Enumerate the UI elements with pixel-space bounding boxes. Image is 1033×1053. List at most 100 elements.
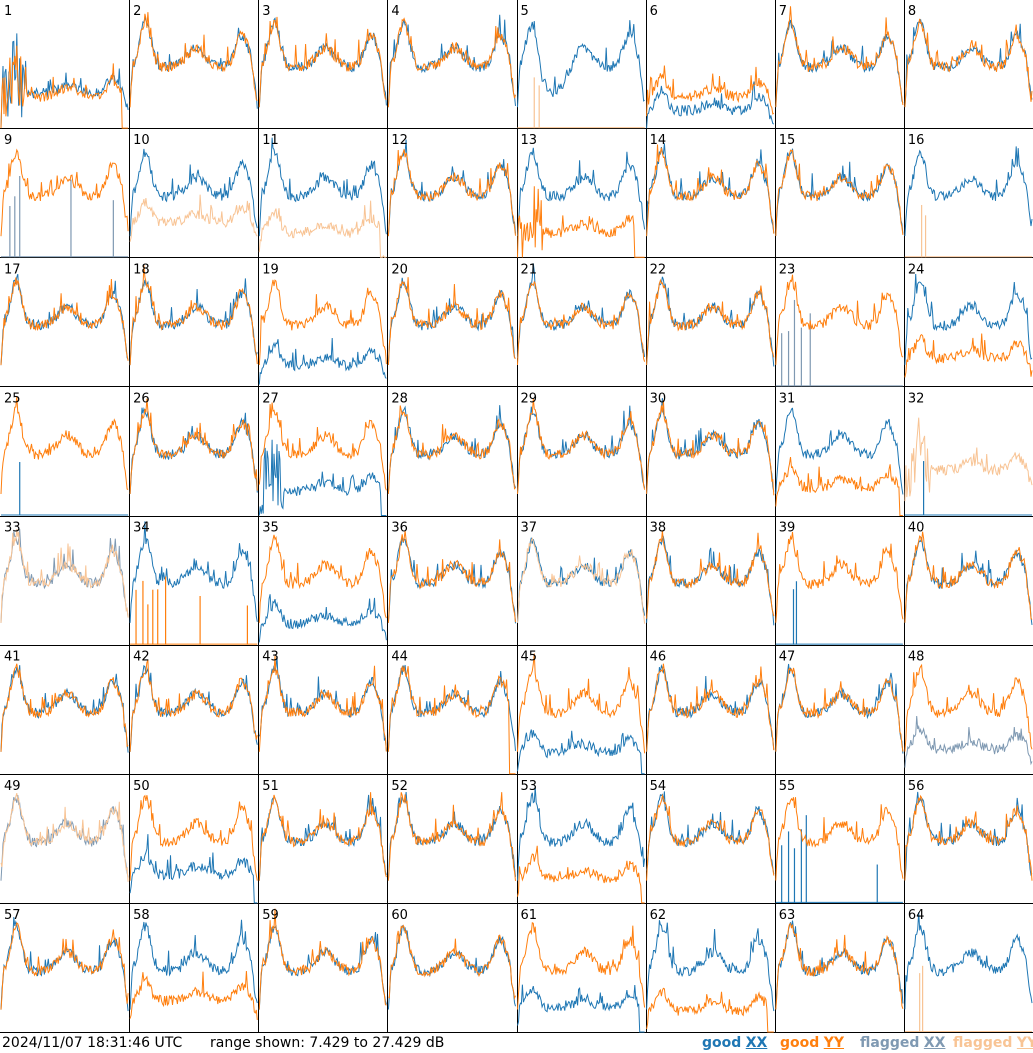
panel-label: 18 (133, 262, 150, 277)
panel-22: 22 (646, 262, 775, 367)
panel-20: 20 (387, 262, 516, 366)
panel-57: 57 (0, 908, 129, 1012)
series-xx (129, 834, 258, 904)
series-yy (517, 922, 646, 1010)
series-xx (904, 146, 1033, 237)
panel-1: 1 (0, 4, 129, 129)
series-yy (646, 530, 775, 619)
legend-key: XX (745, 1035, 768, 1051)
panel-34: 34 (129, 521, 258, 645)
series-yy (775, 457, 903, 516)
panel-label: 58 (133, 908, 150, 923)
panel-47: 47 (775, 650, 904, 754)
panel-58: 58 (129, 908, 258, 1020)
series-xx (904, 273, 1033, 365)
legend-good-xx: good XX (702, 1033, 767, 1053)
series-yy (775, 6, 904, 108)
series-yy (129, 794, 258, 881)
panel-label: 37 (521, 521, 538, 536)
panel-61: 61 (517, 908, 646, 1033)
series-yy (517, 398, 646, 494)
series-yy (129, 265, 258, 366)
series-yy (258, 792, 387, 881)
series-yy (129, 659, 258, 752)
series-xx (646, 143, 775, 237)
panel-label: 9 (4, 133, 12, 148)
panel-label: 3 (262, 4, 270, 19)
panel-53: 53 (517, 779, 646, 904)
panel-51: 51 (258, 779, 387, 881)
panel-label: 62 (650, 908, 667, 923)
legend-flagged-yy: flagged YY (953, 1033, 1033, 1053)
series-xx (517, 786, 646, 881)
panel-label: 61 (521, 908, 538, 923)
series-xx (258, 137, 387, 237)
panel-3: 3 (258, 4, 387, 108)
series-xx (517, 147, 646, 237)
series-xx (387, 139, 516, 237)
panel-18: 18 (129, 262, 258, 366)
panel-44: 44 (387, 650, 516, 775)
panel-28: 28 (387, 391, 516, 494)
series-yy (775, 531, 904, 623)
timestamp: 2024/11/07 18:31:46 UTC (2, 1035, 183, 1051)
panel-label: 11 (262, 133, 279, 148)
panel-5: 5 (517, 4, 645, 129)
series-yy (0, 663, 129, 752)
panel-39: 39 (775, 521, 904, 645)
panel-label: 15 (779, 133, 796, 148)
panel-label: 24 (908, 262, 925, 277)
series-yy (646, 144, 775, 237)
panel-label: 28 (391, 391, 408, 406)
legend-label: good (702, 1035, 742, 1051)
panel-label: 29 (521, 391, 538, 406)
panel-9: 9 (0, 133, 129, 258)
series-xx (904, 537, 1033, 625)
panel-label: 53 (521, 779, 538, 794)
panel-label: 64 (908, 908, 925, 923)
panel-label: 1 (4, 4, 12, 19)
series-xx (646, 664, 775, 752)
panel-label: 40 (908, 521, 925, 536)
series-xx (646, 920, 775, 1012)
panel-label: 14 (650, 133, 667, 148)
legend-label: flagged (953, 1035, 1013, 1051)
panel-label: 56 (908, 779, 925, 794)
panel-label: 59 (262, 908, 279, 923)
series-yy (646, 987, 774, 1033)
series-xx (517, 263, 646, 359)
panel-label: 20 (391, 262, 408, 277)
panel-24: 24 (904, 262, 1033, 378)
series-yy (517, 845, 645, 904)
series-xx (258, 594, 387, 643)
panel-8: 8 (904, 4, 1033, 108)
series-xx (646, 81, 775, 129)
series-yy (258, 402, 387, 491)
panel-36: 36 (387, 521, 516, 624)
series-yy (904, 794, 1033, 881)
series-xx (129, 521, 258, 623)
panel-label: 50 (133, 779, 150, 794)
panel-label: 41 (4, 650, 21, 665)
panel-27: 27 (258, 391, 387, 516)
series-yy (388, 924, 516, 1000)
panel-25: 25 (0, 391, 129, 516)
series-xx (517, 984, 645, 1033)
series-xx (258, 656, 387, 752)
panel-label: 44 (391, 650, 408, 665)
panel-62: 62 (646, 908, 775, 1033)
legend-good-yy: good YY (780, 1033, 844, 1053)
series-yy (0, 396, 129, 495)
series-xx (258, 439, 387, 516)
panel-54: 54 (646, 779, 775, 881)
series-yy (904, 531, 1033, 623)
series-yy (904, 417, 1033, 502)
series-xx (387, 664, 516, 752)
panel-label: 5 (521, 4, 529, 19)
panel-16: 16 (904, 133, 1033, 258)
legend-label: good (780, 1035, 820, 1051)
panel-label: 25 (4, 391, 21, 406)
panel-38: 38 (646, 521, 775, 626)
panel-label: 49 (4, 779, 21, 794)
panel-label: 47 (779, 650, 796, 665)
